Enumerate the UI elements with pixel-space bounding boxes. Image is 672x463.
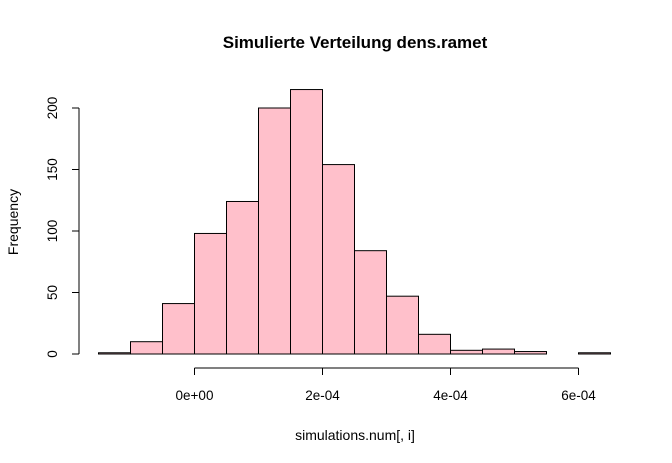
histogram-bar <box>290 89 323 355</box>
x-tick-label: 6e-04 <box>561 388 596 403</box>
x-axis-label: simulations.num[, i] <box>295 427 415 443</box>
histogram-bar <box>450 349 483 355</box>
y-tick-label: 50 <box>45 285 60 300</box>
histogram-bar <box>578 352 611 355</box>
y-tick-label: 100 <box>45 220 60 243</box>
x-tick-label: 0e+00 <box>176 388 214 403</box>
histogram-bar <box>162 303 195 355</box>
y-tick-label: 150 <box>45 158 60 181</box>
x-tick-label: 4e-04 <box>433 388 468 403</box>
histogram-bar <box>482 348 515 355</box>
histogram-bar <box>130 341 163 355</box>
x-axis: 0e+00 2e-04 4e-04 6e-04 <box>176 367 596 403</box>
histogram-bar <box>386 295 419 355</box>
histogram-bar <box>194 232 227 355</box>
histogram-bar <box>514 351 547 355</box>
y-axis: 0 50 100 150 200 <box>45 97 80 358</box>
histogram-bar <box>322 164 355 355</box>
chart-title: Simulierte Verteilung dens.ramet <box>223 33 488 52</box>
histogram-bar <box>258 107 291 355</box>
histogram-bar <box>354 250 387 355</box>
histogram-bar <box>98 352 131 355</box>
y-tick-label: 0 <box>45 350 60 358</box>
histogram-bars <box>98 89 611 355</box>
x-tick-label: 2e-04 <box>305 388 340 403</box>
histogram-bar <box>226 200 259 355</box>
y-tick-label: 200 <box>45 97 60 120</box>
histogram-bar <box>418 333 451 355</box>
y-axis-label: Frequency <box>5 189 21 255</box>
